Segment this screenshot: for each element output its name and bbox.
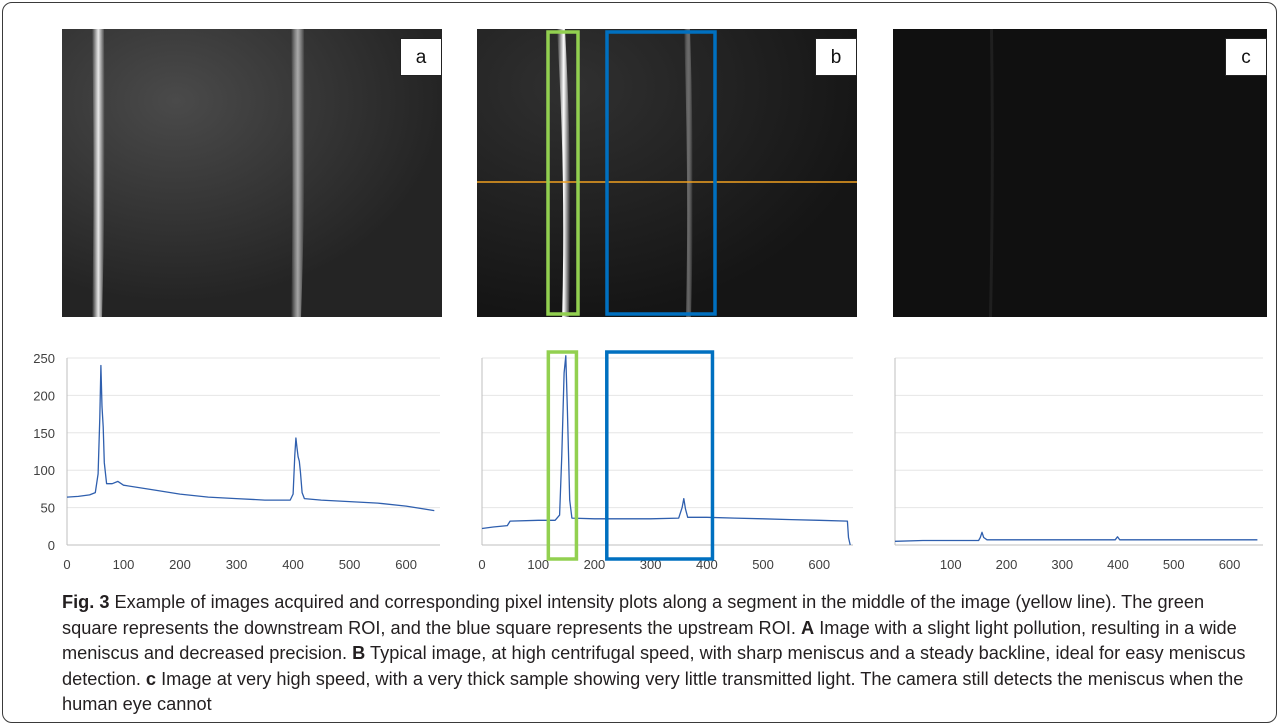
x-tick-label: 600: [1219, 557, 1241, 572]
caption-panel-c-text: Image at very high speed, with a very th…: [62, 668, 1244, 715]
y-tick-label: 100: [33, 463, 55, 478]
y-tick-label: 200: [33, 388, 55, 403]
figure-label: Fig. 3: [62, 592, 110, 612]
caption-panel-b-text: Typical image, at high centrifugal speed…: [62, 643, 1246, 689]
x-tick-label: 100: [113, 557, 135, 572]
camera-image-a: [62, 29, 442, 317]
y-tick-label: 0: [48, 538, 55, 553]
panel-label-a: a: [400, 38, 442, 76]
x-tick-label: 200: [169, 557, 191, 572]
panel-label-c: c: [1225, 38, 1267, 76]
caption-panel-b-label: B: [352, 643, 366, 663]
x-tick-label: 0: [63, 557, 70, 572]
x-tick-label: 400: [696, 557, 718, 572]
x-tick-label: 500: [1163, 557, 1185, 572]
caption-panel-a-text: Image with a slight light pollution, res…: [62, 617, 1237, 664]
intensity-plot-a: 0 50 100 150 200 250 0 100 200 300 400 500 600: [33, 351, 440, 572]
y-tick-label: 150: [33, 426, 55, 441]
x-tick-label: 300: [640, 557, 662, 572]
panel-label-b: b: [815, 38, 857, 76]
camera-image-c: [893, 29, 1267, 317]
x-tick-label: 0: [478, 557, 485, 572]
y-tick-label: 250: [33, 351, 55, 366]
figure-caption: Fig. 3 Example of images acquired and co…: [62, 590, 1262, 718]
caption-panel-a-label: A: [801, 617, 815, 638]
camera-image-b: [477, 29, 857, 317]
x-tick-label: 600: [808, 557, 830, 572]
x-tick-label: 200: [584, 557, 606, 572]
downstream-roi-box: [546, 350, 579, 561]
upstream-roi-box: [605, 30, 717, 316]
x-tick-label: 600: [395, 557, 417, 572]
intensity-plot-c: 100 200 300 400 500 600: [894, 357, 1263, 572]
x-tick-label: 500: [752, 557, 774, 572]
x-tick-label: 300: [1051, 557, 1073, 572]
intensity-plot-b: 0 100 200 300 400 500 600: [478, 350, 853, 572]
downstream-roi-box: [546, 30, 580, 316]
upstream-roi-box: [605, 350, 715, 561]
x-tick-label: 400: [1107, 557, 1129, 572]
caption-intro: Example of images acquired and correspon…: [62, 592, 1205, 638]
x-tick-label: 300: [226, 557, 248, 572]
y-tick-label: 50: [41, 501, 55, 516]
x-tick-label: 200: [996, 557, 1018, 572]
x-tick-label: 400: [282, 557, 304, 572]
x-tick-label: 100: [527, 557, 549, 572]
intensity-profile-line: [66, 364, 435, 512]
intensity-profile-line: [894, 531, 1258, 542]
x-tick-label: 100: [940, 557, 962, 572]
caption-panel-c-label: c: [145, 668, 157, 689]
intensity-profile-line: [481, 355, 851, 546]
x-tick-label: 500: [339, 557, 361, 572]
